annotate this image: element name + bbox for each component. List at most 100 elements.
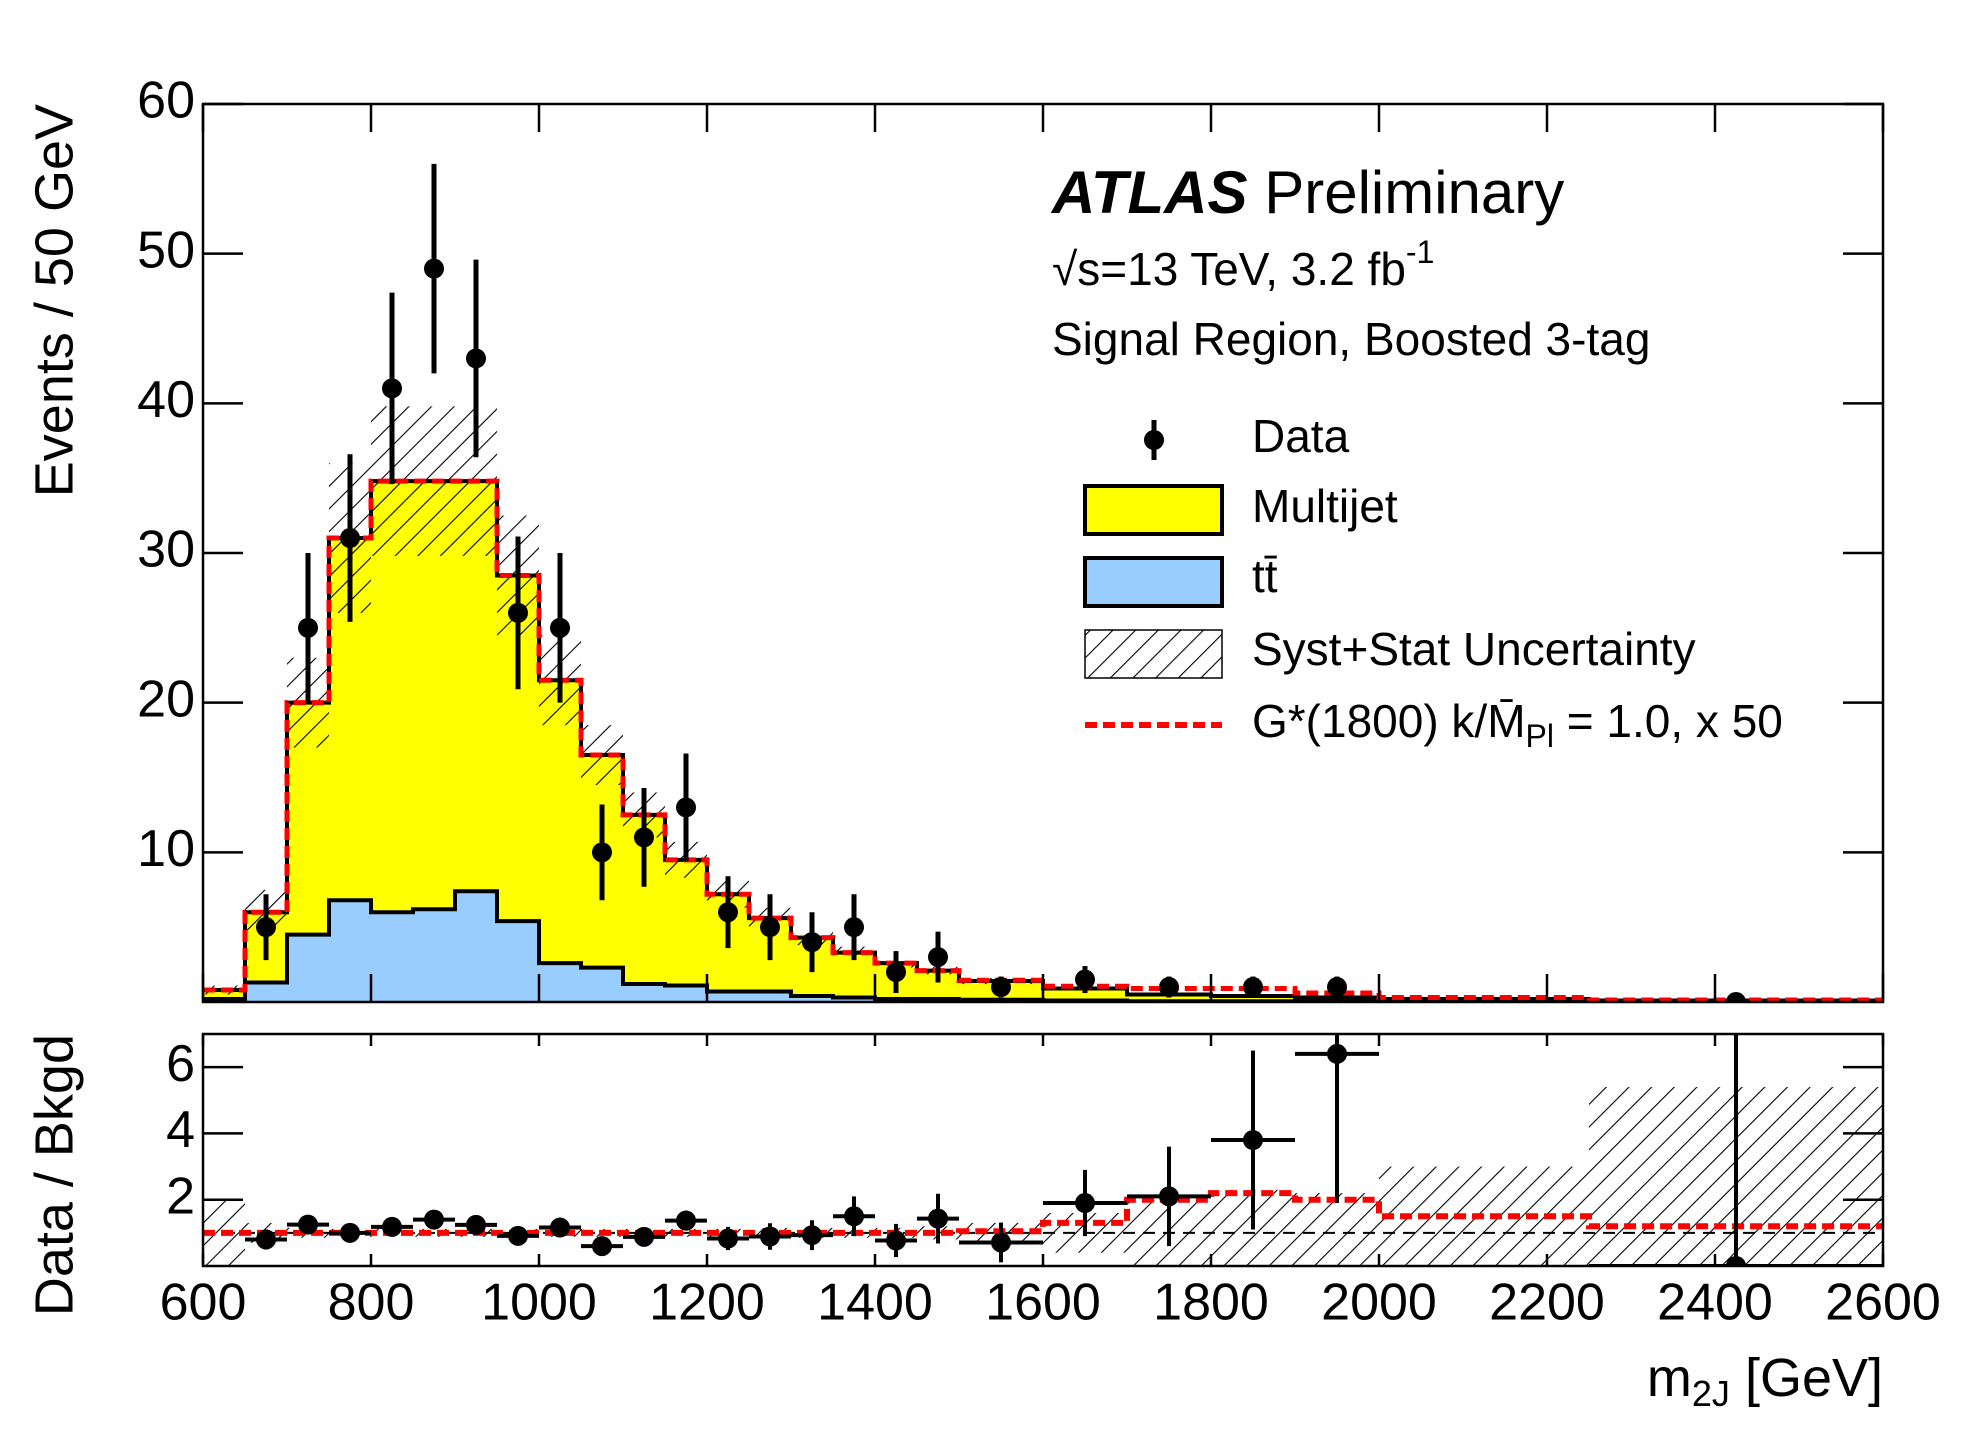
data-point [1327, 1043, 1347, 1064]
data-point [634, 1226, 654, 1247]
bar [371, 912, 413, 1002]
data-point [256, 917, 276, 938]
data-point [1075, 1193, 1095, 1214]
data-point [886, 962, 906, 983]
data-point [634, 827, 654, 848]
legend-marker [1144, 430, 1164, 450]
x-tick-label: 1400 [817, 1274, 933, 1332]
data-point [508, 602, 528, 623]
data-point [550, 617, 570, 638]
data-point [466, 348, 486, 369]
legend-swatch [1083, 556, 1224, 608]
data-point [1726, 992, 1746, 1002]
data-point [1159, 1186, 1179, 1207]
signal-line [203, 1190, 1883, 1236]
data-point [802, 1225, 822, 1246]
data-point [508, 1225, 528, 1246]
bar [539, 680, 581, 964]
data-point [718, 902, 738, 923]
y-tick-label: 4 [166, 1101, 195, 1159]
plot-clip [203, 163, 1883, 1002]
data-point [1159, 977, 1179, 998]
bar [707, 991, 749, 1002]
y-tick-label: 6 [166, 1035, 195, 1093]
bar [1211, 996, 1295, 1002]
bar [455, 891, 497, 1002]
data-point [1243, 1130, 1263, 1151]
bar [539, 963, 581, 1002]
legend-label: Syst+Stat Uncertainty [1252, 623, 1696, 675]
data-point [382, 378, 402, 399]
bar [623, 984, 665, 1002]
bar [497, 921, 539, 1002]
x-tick-label: 2600 [1825, 1274, 1941, 1332]
x-axis-title: m2J [GeV] [1647, 1348, 1883, 1413]
status: Preliminary [1264, 159, 1564, 226]
annotation: Signal Region, Boosted 3-tag [1052, 313, 1650, 365]
bar [1043, 988, 1127, 1001]
data-point [802, 932, 822, 953]
data-point [424, 1209, 444, 1230]
data-point [676, 797, 696, 818]
legend-swatch [1084, 629, 1223, 679]
plot-clip [203, 1034, 1883, 1266]
y-tick-label: 10 [137, 820, 195, 878]
x-tick-label: 1200 [649, 1274, 765, 1332]
bar [749, 991, 791, 1002]
outline [203, 889, 1883, 1002]
data-point [382, 1216, 402, 1237]
legend-label: tt̄ [1252, 550, 1278, 602]
bar [329, 900, 371, 1002]
data-point [844, 917, 864, 938]
legend-label: Multijet [1252, 480, 1398, 532]
energy: √s=13 TeV, 3.2 fb [1052, 243, 1406, 295]
signal-line [203, 478, 1883, 1002]
data-point [1075, 969, 1095, 990]
y-tick-label: 20 [137, 670, 195, 728]
data-point [676, 1210, 696, 1231]
data-point [592, 842, 612, 863]
legend-label: Data [1252, 410, 1350, 462]
data-point [256, 1229, 276, 1250]
data-point [298, 617, 318, 638]
x-tick-label: 1000 [481, 1274, 597, 1332]
x-label: m [1647, 1348, 1692, 1408]
superscript: -1 [1406, 234, 1434, 270]
data-point [991, 977, 1011, 998]
bar [287, 934, 329, 1002]
annotation: √s=13 TeV, 3.2 fb-1 [1052, 234, 1434, 295]
data-point [1327, 977, 1347, 998]
data-point [466, 1214, 486, 1235]
data-point [760, 1226, 780, 1247]
data-point [886, 1230, 906, 1251]
y-tick-label: 2 [166, 1167, 195, 1225]
data-point [340, 1222, 360, 1243]
subscript: 2J [1692, 1373, 1730, 1414]
data-point [340, 528, 360, 549]
data-point [298, 1214, 318, 1235]
data-point [592, 1236, 612, 1257]
x-tick-label: 1800 [1153, 1274, 1269, 1332]
bar [833, 997, 875, 1002]
data-point [844, 1206, 864, 1227]
legend: ATLAS Preliminary √s=13 TeV, 3.2 fb-1 Si… [1050, 159, 1783, 755]
data-point [550, 1217, 570, 1238]
y-tick-label: 60 [137, 72, 195, 130]
data-point [424, 258, 444, 279]
bar [581, 967, 623, 1002]
x-tick-label: 2400 [1657, 1274, 1773, 1332]
bar [245, 982, 287, 1002]
data-point [760, 917, 780, 938]
y-axis-title: Data / Bkgd [24, 1034, 84, 1316]
signal-name: G*(1800) k/M̄ [1252, 695, 1526, 747]
subscript: Pl [1526, 718, 1554, 754]
signal-name: = 1.0, x 50 [1554, 695, 1783, 747]
plot-area: 10 20 30 40 50 60 2 4 6 600 800 1000 1200 1400 1600 180… [137, 72, 1941, 1332]
data-point [928, 1208, 948, 1229]
bar [791, 996, 833, 1002]
bar [665, 859, 707, 986]
data-point [928, 947, 948, 968]
y-tick-label: 30 [137, 521, 195, 579]
x-tick-label: 600 [160, 1274, 247, 1332]
